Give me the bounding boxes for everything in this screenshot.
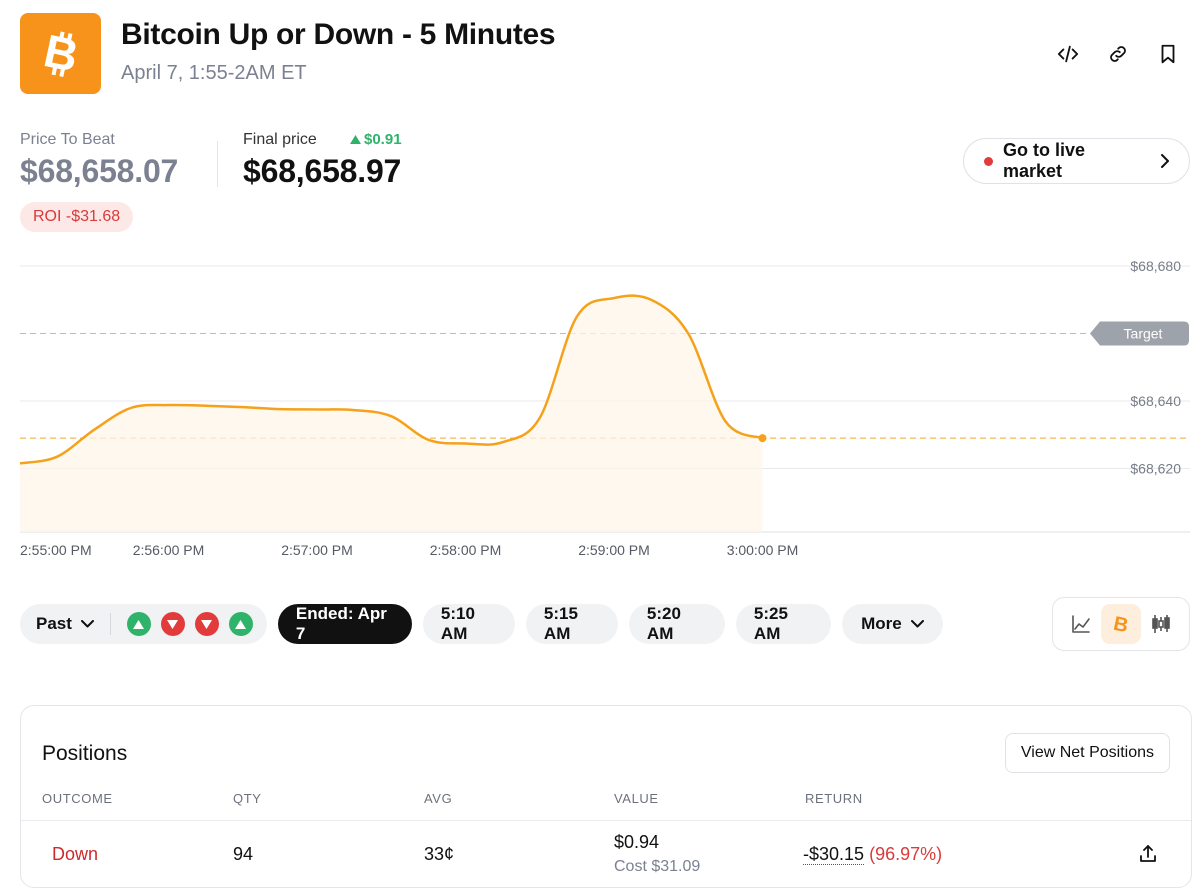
history-down-dot[interactable] [160,612,185,636]
final-price-label: Final price [243,131,317,148]
triangle-down-icon [167,619,179,629]
period-button-520[interactable]: 5:20 AM [628,604,725,644]
period-ended-button[interactable]: Ended: Apr 7 [277,604,412,644]
past-separator [109,613,111,635]
go-to-live-market-button[interactable]: Go to live market [963,138,1190,184]
return-cell: -$30.15 (96.97%) [803,844,942,865]
bitcoin-icon: B [39,29,82,79]
bookmark-button[interactable] [1156,38,1180,70]
link-icon [1110,46,1126,62]
price-to-beat-label: Price To Beat [20,131,115,148]
positions-title: Positions [42,742,128,765]
price-chart-svg: $68,680 $68,640 $68,620 Target 2:55:00 PM 2:5… [19,258,1190,558]
live-market-label: Go to live market [1003,140,1086,181]
price-divider [217,141,218,187]
header-actions [1056,38,1180,70]
past-label: Past [36,614,72,633]
price-line [19,294,764,465]
column-header-return: RETURN [805,791,863,806]
bitcoin-view-button[interactable]: B [1101,604,1141,644]
copy-link-button[interactable] [1106,38,1130,70]
triangle-up-icon [133,619,145,629]
bitcoin-logo: B [20,13,101,94]
chevron-down-icon [80,620,94,628]
svg-text:B: B [1111,613,1130,635]
market-controls: Past Ended: Apr 7 5:10 AM 5:15 AM 5:20 A… [20,603,943,645]
cost-cell: Cost $31.09 [614,858,701,875]
share-icon[interactable] [1137,843,1159,865]
y-tick-label: $68,680 [1130,258,1181,274]
candlestick-icon [1152,615,1170,633]
x-tick-label: 2:56:00 PM [133,542,205,558]
candlestick-view-button[interactable] [1141,604,1181,644]
embed-button[interactable] [1056,38,1080,70]
price-chart: $68,680 $68,640 $68,620 Target 2:55:00 PM 2:5… [0,245,1200,575]
chart-view-toggle: B [1052,597,1190,651]
y-tick-label: $68,620 [1130,461,1181,477]
table-divider [21,820,1191,821]
past-group: Past [20,604,267,644]
history-up-dot[interactable] [126,612,151,636]
past-dropdown[interactable]: Past [36,614,94,634]
avg-cell: 33¢ [424,844,455,864]
positions-card: Positions View Net Positions OUTCOME QTY… [20,705,1192,888]
chevron-right-icon [1161,154,1170,168]
history-down-dot[interactable] [194,612,219,636]
price-to-beat-value: $68,658.07 [20,153,179,189]
line-chart-icon [1072,615,1090,633]
return-amount[interactable]: -$30.15 [803,844,865,865]
page-title: Bitcoin Up or Down - 5 Minutes [121,18,556,51]
price-area [20,295,763,532]
target-label: Target [1124,326,1163,342]
period-button-510[interactable]: 5:10 AM [422,604,515,644]
price-end-point [758,434,767,443]
x-tick-label: 2:55:00 PM [20,542,92,558]
bitcoin-icon: B [1111,613,1130,635]
period-button-515[interactable]: 5:15 AM [525,604,618,644]
roi-badge: ROI -$31.68 [20,202,134,232]
triangle-up-icon [350,135,361,144]
live-dot-icon [984,156,993,166]
more-dropdown[interactable]: More [841,604,943,644]
outcome-cell: Down [52,844,99,864]
chevron-down-icon [910,620,924,628]
y-tick-label: $68,640 [1130,393,1181,409]
more-label: More [861,614,902,633]
column-header-value: VALUE [614,791,659,806]
line-chart-view-button[interactable] [1061,604,1101,644]
value-cell: $0.94 [614,832,660,852]
x-tick-label: 2:59:00 PM [578,542,650,558]
column-header-avg: AVG [424,791,453,806]
column-header-qty: QTY [233,791,262,806]
target-tag [1090,321,1189,346]
history-up-dot[interactable] [228,612,253,636]
x-tick-label: 2:58:00 PM [430,542,502,558]
x-tick-label: 3:00:00 PM [727,542,799,558]
bookmark-icon [1161,44,1175,64]
view-net-positions-button[interactable]: View Net Positions [1004,733,1170,773]
x-tick-label: 2:57:00 PM [281,542,353,558]
return-percent: (96.97%) [869,844,943,864]
period-button-525[interactable]: 5:25 AM [735,604,831,644]
page-subtitle: April 7, 1:55-2AM ET [121,62,307,84]
triangle-up-icon [235,619,247,629]
column-header-outcome: OUTCOME [42,791,113,806]
embed-icon [1057,45,1079,63]
qty-cell: 94 [233,844,254,864]
final-price-value: $68,658.97 [243,153,402,189]
final-price-delta: $0.91 [350,131,402,148]
final-price-delta-value: $0.91 [364,131,402,148]
triangle-down-icon [201,619,213,629]
